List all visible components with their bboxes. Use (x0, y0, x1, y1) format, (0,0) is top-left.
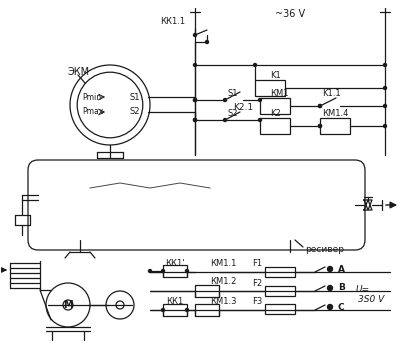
Text: 3S0 V: 3S0 V (358, 295, 384, 304)
Circle shape (185, 308, 188, 311)
Text: КМ1: КМ1 (270, 89, 288, 98)
Circle shape (318, 104, 322, 108)
Text: Pmin: Pmin (82, 93, 101, 102)
Text: ~36 V: ~36 V (275, 9, 305, 19)
Bar (260, 98, 290, 114)
Text: K1: K1 (270, 71, 281, 80)
Text: КМ1.2: КМ1.2 (210, 277, 237, 286)
Circle shape (194, 63, 196, 66)
Circle shape (258, 119, 262, 121)
Circle shape (149, 269, 151, 272)
Circle shape (318, 104, 322, 108)
Circle shape (162, 308, 164, 311)
Text: C: C (338, 302, 345, 311)
Circle shape (254, 63, 256, 66)
Bar (195, 304, 219, 316)
Text: F1: F1 (252, 260, 262, 269)
Text: M: M (63, 300, 73, 310)
Text: КК1.1: КК1.1 (160, 17, 185, 26)
Text: K2: K2 (270, 109, 281, 118)
Circle shape (63, 300, 73, 310)
Circle shape (194, 98, 196, 102)
Text: Pmax: Pmax (82, 108, 103, 117)
Circle shape (77, 72, 143, 138)
Bar (265, 286, 295, 296)
Text: F3: F3 (252, 298, 262, 307)
Text: A: A (338, 264, 345, 274)
Circle shape (224, 119, 226, 121)
Circle shape (106, 291, 134, 319)
Bar (163, 265, 187, 277)
Circle shape (194, 33, 196, 37)
Circle shape (185, 269, 188, 272)
Circle shape (384, 104, 386, 108)
Text: U=: U= (355, 285, 369, 293)
Circle shape (328, 304, 333, 309)
Circle shape (162, 269, 164, 272)
Text: КМ1.3: КМ1.3 (210, 298, 237, 307)
Text: КМ1.4: КМ1.4 (322, 109, 348, 118)
Text: S2: S2 (228, 109, 239, 118)
Text: S2: S2 (130, 108, 141, 117)
Circle shape (70, 65, 150, 145)
Bar (255, 80, 285, 96)
Text: S1: S1 (228, 89, 239, 98)
Bar (320, 118, 350, 134)
Text: КК1: КК1 (166, 298, 183, 307)
Circle shape (384, 125, 386, 127)
Circle shape (224, 98, 226, 102)
Bar (260, 118, 290, 134)
Circle shape (328, 285, 333, 291)
Circle shape (46, 283, 90, 327)
Text: ресивер: ресивер (305, 245, 344, 254)
Bar (163, 304, 187, 316)
Bar (265, 304, 295, 314)
Circle shape (258, 98, 262, 102)
Text: K1.1: K1.1 (322, 89, 341, 98)
Circle shape (116, 301, 124, 309)
Text: КМ1.1: КМ1.1 (210, 259, 237, 268)
Circle shape (318, 125, 322, 127)
Circle shape (205, 40, 209, 44)
Circle shape (384, 63, 386, 66)
Bar (265, 267, 295, 277)
Circle shape (384, 87, 386, 89)
Text: S1: S1 (130, 93, 141, 102)
Circle shape (194, 119, 196, 121)
FancyBboxPatch shape (28, 160, 365, 250)
Text: F2: F2 (252, 278, 262, 287)
Text: B: B (338, 284, 345, 293)
Bar (195, 285, 219, 297)
Text: ЭКМ: ЭКМ (68, 67, 90, 77)
Text: КК1': КК1' (165, 259, 185, 268)
Text: K2.1: K2.1 (233, 103, 253, 111)
Circle shape (194, 119, 196, 121)
Circle shape (194, 98, 196, 102)
Circle shape (328, 267, 333, 271)
Circle shape (318, 125, 322, 127)
